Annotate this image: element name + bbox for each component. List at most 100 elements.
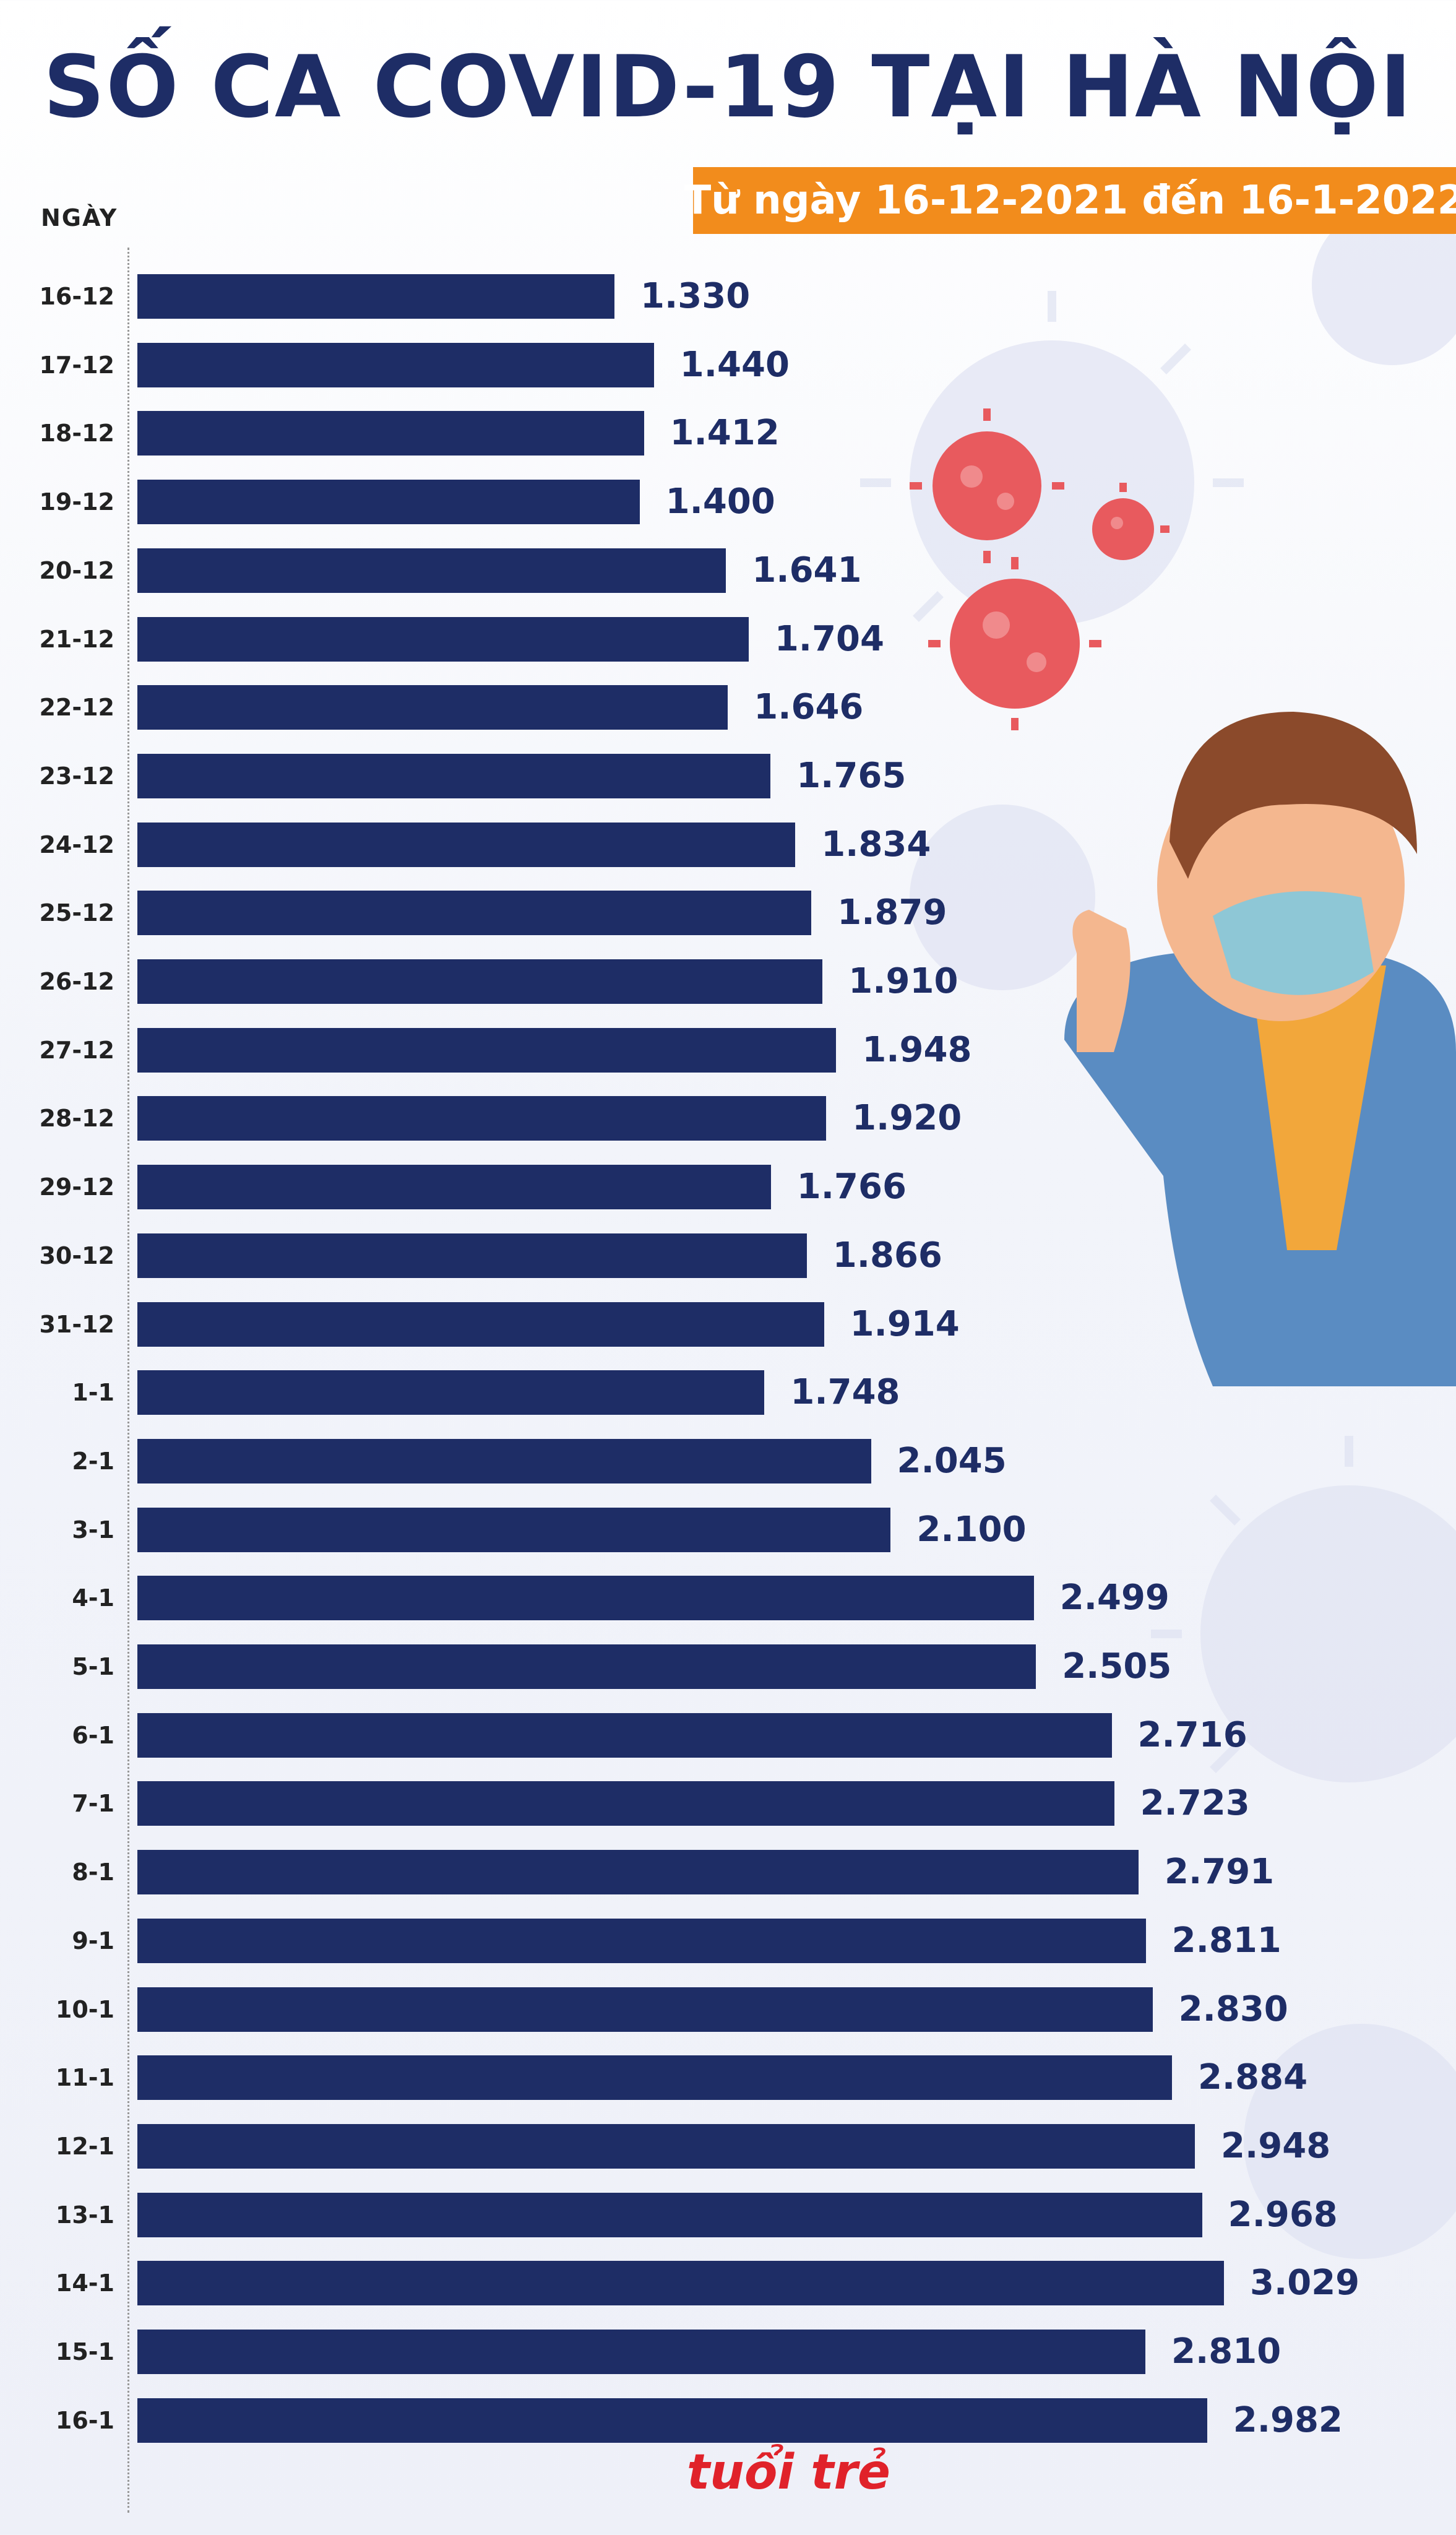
category-label: 26-12 (39, 968, 114, 995)
y-axis-title: NGÀY (41, 204, 118, 231)
bar-value-label: 2.830 (1178, 1989, 1288, 2029)
bar-value-label: 2.723 (1140, 1783, 1250, 1824)
category-label: 27-12 (39, 1036, 114, 1064)
category-label: 20-12 (39, 556, 114, 584)
category-label: 4-1 (72, 1584, 114, 1612)
bar (137, 753, 771, 798)
bar (137, 274, 615, 319)
category-label: 23-12 (39, 762, 114, 790)
category-label: 8-1 (72, 1859, 114, 1886)
category-label: 28-12 (39, 1105, 114, 1133)
category-label: 14-1 (55, 2269, 114, 2297)
bar (137, 1165, 771, 1210)
bar-value-label: 3.029 (1250, 2263, 1360, 2304)
bar (137, 1302, 824, 1347)
red-virus-icon (950, 579, 1080, 709)
bar-value-label: 1.879 (837, 892, 947, 933)
bar-value-label: 2.968 (1228, 2194, 1338, 2235)
bar (137, 1507, 891, 1552)
bar (137, 2398, 1207, 2443)
bar (137, 1850, 1139, 1895)
bar (137, 1576, 1034, 1621)
bar-value-label: 1.412 (670, 413, 780, 454)
bar-value-label: 1.748 (790, 1372, 900, 1413)
category-label: 16-12 (39, 283, 114, 310)
category-label: 13-1 (55, 2201, 114, 2229)
category-label: 9-1 (72, 1927, 114, 1954)
bar (137, 1712, 1112, 1758)
bar (137, 1918, 1146, 1963)
faint-virus-icon (1200, 1485, 1456, 1782)
bar-value-label: 1.641 (752, 550, 862, 590)
red-virus-icon (933, 431, 1041, 540)
bar (137, 548, 726, 593)
bar (137, 616, 749, 662)
category-label: 12-1 (55, 2132, 114, 2160)
bar (137, 1096, 827, 1141)
bar (137, 1438, 871, 1483)
bar (137, 685, 728, 730)
bar (137, 822, 796, 867)
category-label: 5-1 (72, 1653, 114, 1680)
bar-value-label: 2.810 (1171, 2331, 1282, 2372)
bar (137, 891, 812, 936)
bar-value-label: 1.910 (848, 961, 958, 1001)
bar-value-label: 2.811 (1171, 1920, 1282, 1961)
bar (137, 1027, 837, 1073)
bar-value-label: 1.646 (754, 687, 864, 728)
category-label: 11-1 (55, 2064, 114, 2092)
category-label: 10-1 (55, 1995, 114, 2023)
bar (137, 959, 823, 1004)
y-axis-line (127, 248, 129, 2513)
bar-value-label: 1.866 (832, 1235, 942, 1276)
bar (137, 342, 654, 387)
bar-value-label: 1.834 (821, 824, 931, 865)
category-label: 3-1 (72, 1516, 114, 1544)
faint-virus-icon (910, 805, 1095, 990)
bar-value-label: 1.400 (665, 482, 775, 522)
bar (137, 1644, 1036, 1689)
bar-value-label: 1.440 (679, 344, 790, 385)
bar (137, 411, 644, 456)
bar-value-label: 2.982 (1233, 2399, 1343, 2440)
category-label: 25-12 (39, 899, 114, 927)
bar-value-label: 1.330 (640, 276, 751, 316)
bar (137, 1370, 765, 1415)
bar-value-label: 2.884 (1197, 2057, 1308, 2098)
logo-text: tuổi trẻ (687, 2445, 890, 2500)
person-illustration (1064, 712, 1456, 1386)
category-label: 31-12 (39, 1310, 114, 1338)
bar (137, 2261, 1224, 2306)
bar-value-label: 2.100 (916, 1509, 1027, 1550)
bar-value-label: 1.765 (796, 755, 907, 796)
category-label: 17-12 (39, 351, 114, 379)
bar-value-label: 1.920 (852, 1098, 962, 1139)
bar-value-label: 2.499 (1059, 1578, 1170, 1618)
bar (137, 1233, 807, 1278)
category-label: 30-12 (39, 1242, 114, 1269)
bar (137, 2055, 1172, 2101)
bar-value-label: 2.045 (897, 1440, 1007, 1481)
bar (137, 480, 640, 525)
category-label: 15-1 (55, 2338, 114, 2365)
bar-value-label: 2.505 (1062, 1646, 1172, 1686)
faint-virus-icon (1244, 2024, 1456, 2259)
bar (137, 2192, 1202, 2237)
bar-value-label: 1.766 (796, 1167, 907, 1207)
bar-value-label: 1.914 (850, 1303, 960, 1344)
category-label: 2-1 (72, 1447, 114, 1475)
category-label: 21-12 (39, 625, 114, 653)
category-label: 1-1 (72, 1379, 114, 1407)
bar-value-label: 1.704 (774, 618, 884, 659)
bar-value-label: 1.948 (862, 1029, 972, 1070)
category-label: 19-12 (39, 488, 114, 516)
red-virus-icon (1092, 498, 1154, 560)
bar (137, 1987, 1153, 2032)
bar (137, 2123, 1195, 2169)
category-label: 24-12 (39, 831, 114, 858)
bar (137, 2330, 1146, 2374)
category-label: 7-1 (72, 1790, 114, 1818)
bar (137, 1781, 1114, 1826)
